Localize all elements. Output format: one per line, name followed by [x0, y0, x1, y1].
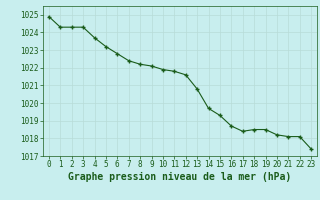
X-axis label: Graphe pression niveau de la mer (hPa): Graphe pression niveau de la mer (hPa) [68, 172, 292, 182]
